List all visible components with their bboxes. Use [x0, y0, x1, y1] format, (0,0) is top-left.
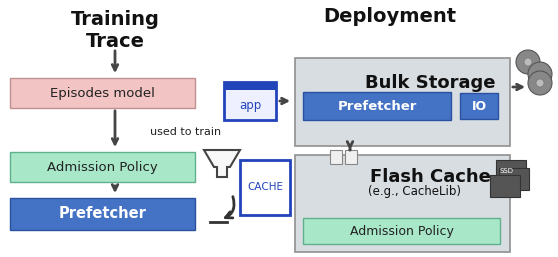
Text: Flash Cache: Flash Cache — [370, 168, 491, 186]
Text: Deployment: Deployment — [324, 7, 456, 26]
Text: SSD: SSD — [499, 168, 513, 174]
Circle shape — [524, 58, 532, 66]
Text: (e.g., CacheLib): (e.g., CacheLib) — [368, 185, 461, 198]
Bar — [10, 198, 195, 230]
Bar — [499, 168, 529, 190]
Bar — [295, 58, 510, 146]
Polygon shape — [204, 150, 240, 177]
Circle shape — [528, 62, 552, 86]
Text: Prefetcher: Prefetcher — [338, 99, 417, 113]
Circle shape — [536, 70, 544, 78]
Bar — [10, 152, 195, 182]
Bar — [240, 160, 290, 215]
Circle shape — [536, 79, 544, 87]
Text: Episodes model: Episodes model — [50, 87, 155, 99]
Bar — [303, 92, 451, 120]
Text: IO: IO — [472, 99, 487, 113]
Bar — [10, 78, 195, 108]
Bar — [303, 218, 500, 244]
Bar — [345, 150, 357, 164]
Bar — [224, 82, 276, 90]
Text: used to train: used to train — [150, 127, 221, 137]
Text: Bulk Storage: Bulk Storage — [365, 74, 496, 92]
Text: app: app — [239, 98, 261, 112]
Bar — [490, 175, 520, 197]
Text: Admission Policy: Admission Policy — [349, 225, 454, 237]
Bar — [295, 155, 510, 252]
Text: Training
Trace: Training Trace — [70, 10, 160, 51]
Circle shape — [516, 50, 540, 74]
Bar — [496, 160, 526, 182]
Text: Prefetcher: Prefetcher — [59, 207, 146, 222]
Bar — [224, 82, 276, 120]
Circle shape — [528, 71, 552, 95]
Text: CACHE: CACHE — [247, 182, 283, 192]
Text: Admission Policy: Admission Policy — [47, 161, 158, 173]
Bar — [460, 93, 498, 119]
Bar — [330, 150, 342, 164]
